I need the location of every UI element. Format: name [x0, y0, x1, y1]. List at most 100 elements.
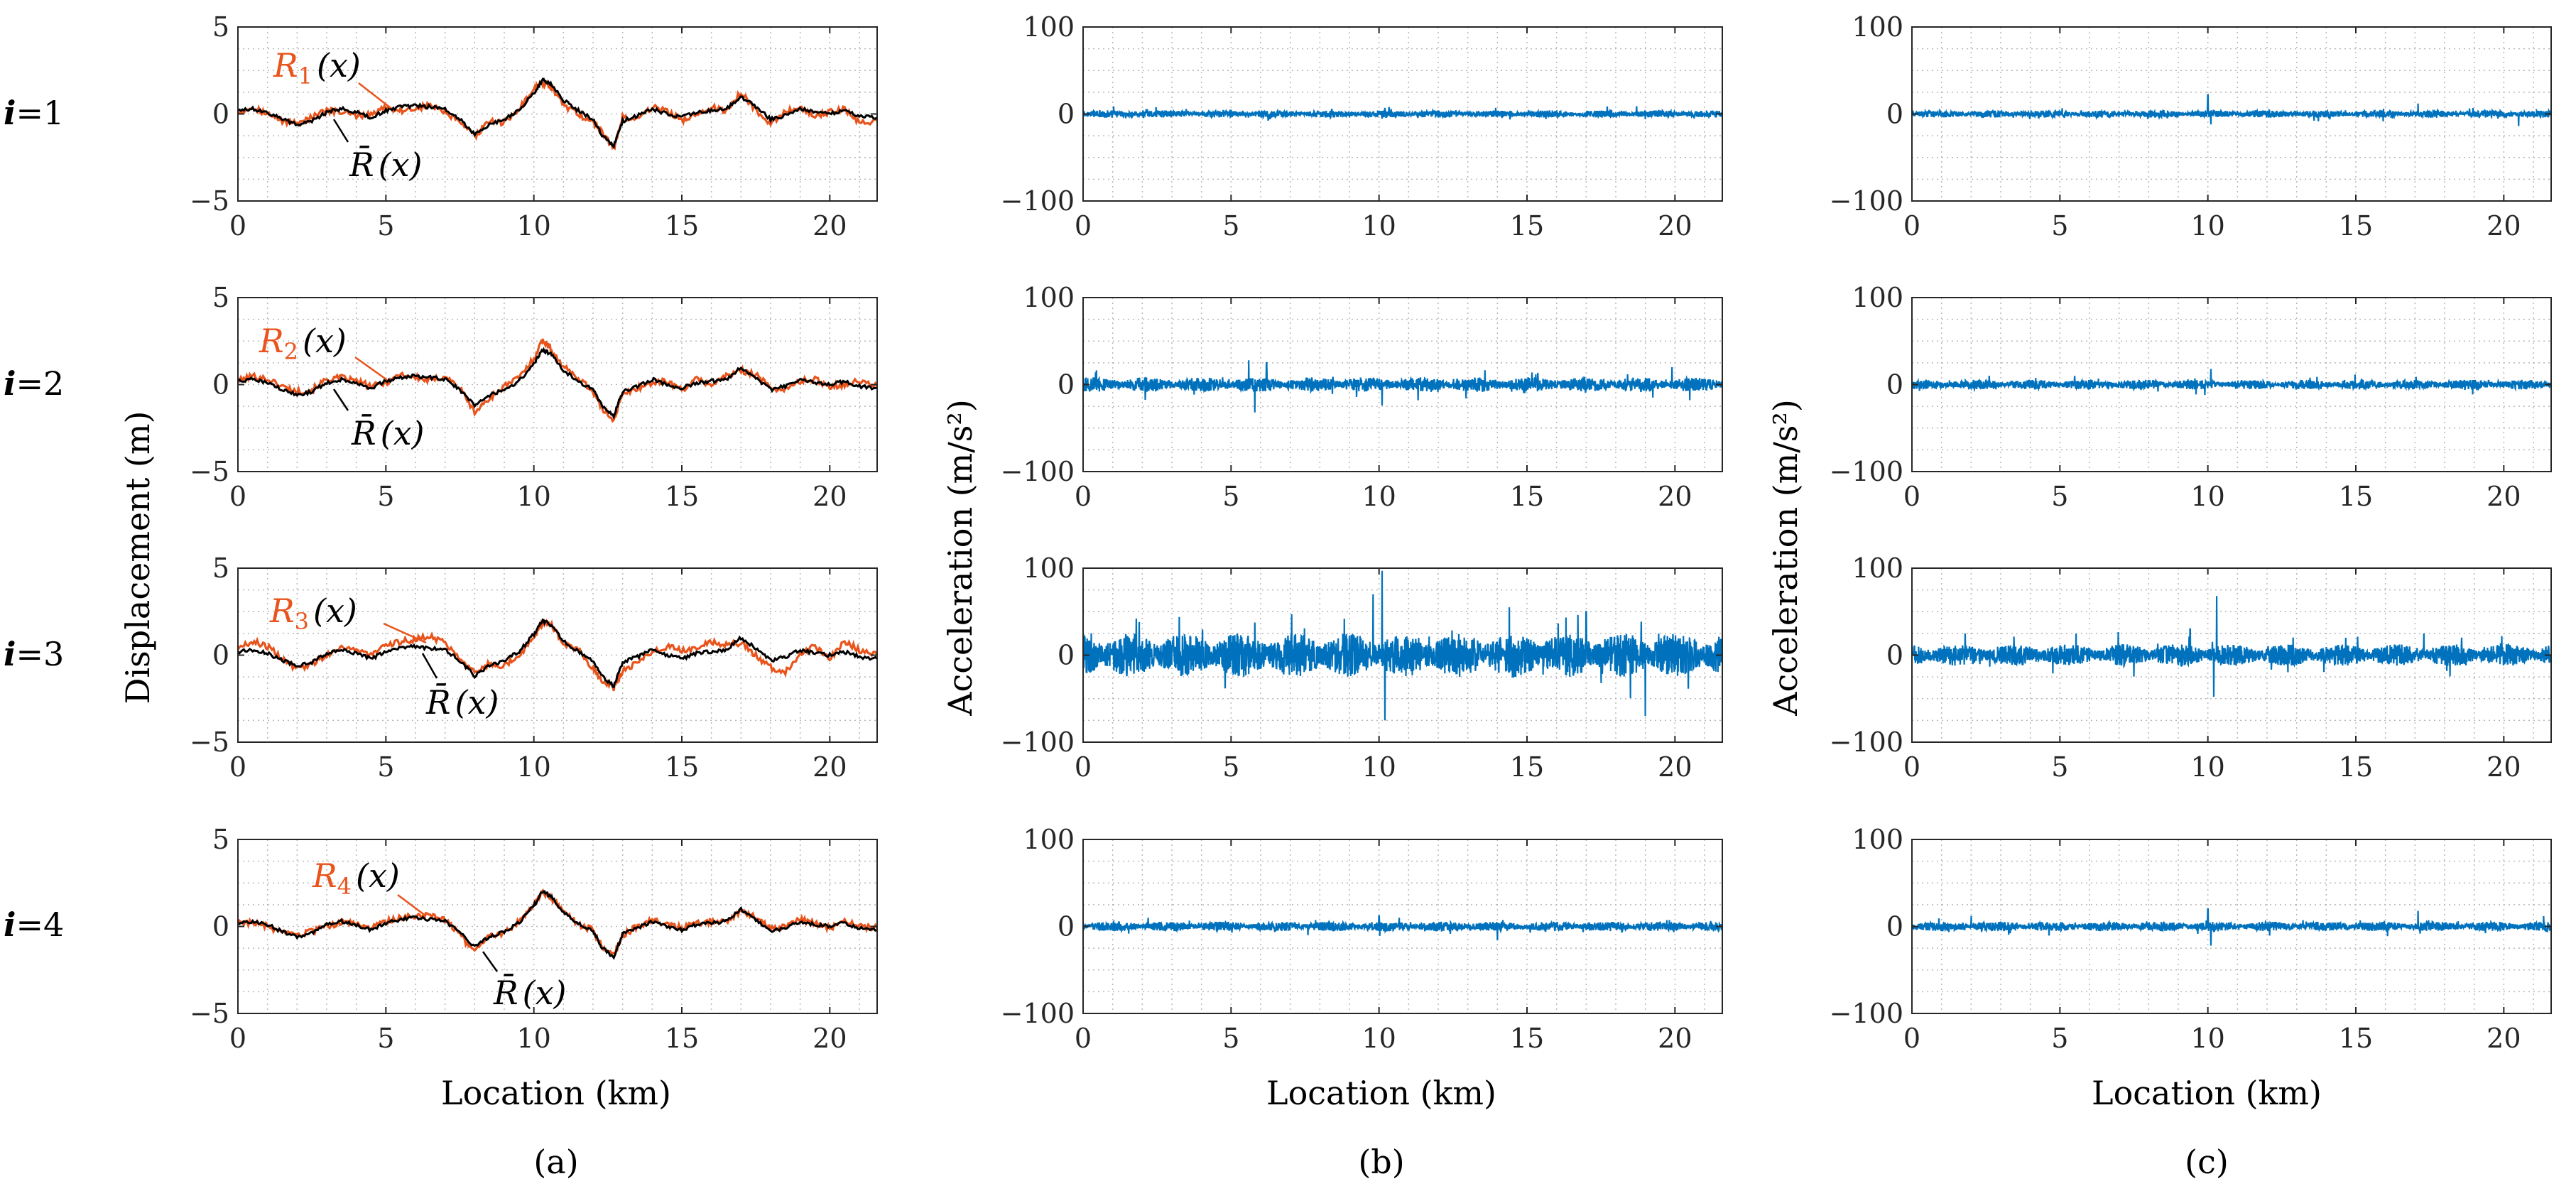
axes-a-row-4: 0 5 10 15 20−505: [190, 824, 878, 1054]
x-tick-label: 10: [2190, 210, 2224, 241]
y-tick-label: 0: [1058, 99, 1075, 130]
x-tick-label: 20: [813, 751, 847, 783]
row-labels: i=1 i=2 i=3 i=4: [4, 94, 64, 944]
annotation-rbar1: R̄ (x): [349, 145, 422, 184]
x-tick-label: 0: [1075, 1023, 1092, 1054]
grid: [1083, 839, 1722, 1013]
x-tick-label: 10: [516, 481, 550, 512]
y-tick-label: 100: [1023, 553, 1075, 584]
panel-label-c: (c): [2185, 1143, 2229, 1181]
y-tick-label: −100: [1830, 185, 1903, 217]
x-tick-label: 0: [1903, 751, 1920, 783]
x-tick-label: 15: [1510, 481, 1544, 512]
y-tick-label: 0: [1058, 640, 1075, 671]
x-tick-label: 0: [1075, 210, 1092, 241]
grid: [1912, 839, 2551, 1013]
x-tick-label: 15: [665, 1023, 699, 1054]
x-tick-label: 15: [2339, 1023, 2373, 1054]
annotation-row-1: R1 (x) R̄ (x): [273, 46, 422, 184]
row-label-4: i=4: [4, 906, 64, 944]
axes-a-row-2: 0 5 10 15 20−505: [190, 282, 878, 512]
acceleration-line: [1083, 915, 1722, 941]
x-tick-label: 5: [377, 210, 394, 241]
annotation-r4: R4 (x): [312, 856, 400, 900]
x-tick-label: 15: [1510, 751, 1544, 783]
x-tick-label: 15: [2339, 481, 2373, 512]
annotation-rbar4: R̄ (x): [493, 973, 566, 1012]
ylabel-acceleration-c: Acceleration (m/s²): [1766, 399, 1805, 717]
x-tick-label: 10: [516, 210, 550, 241]
x-tick-label: 5: [377, 481, 394, 512]
x-tick-label: 5: [1222, 1023, 1239, 1054]
annotation-rbar3: R̄ (x): [425, 682, 499, 722]
y-tick-label: −5: [190, 185, 229, 217]
y-tick-label: −100: [1830, 456, 1903, 487]
grid: [1083, 568, 1722, 742]
x-tick-label: 5: [2051, 210, 2068, 241]
grid: [238, 298, 877, 472]
x-tick-label: 20: [2487, 481, 2521, 512]
x-tick-label: 15: [1510, 210, 1544, 241]
y-tick-label: 0: [212, 99, 229, 130]
y-tick-label: 0: [212, 369, 229, 401]
annotations-a: R1 (x) R̄ (x) R2 (x) R̄ (x) R3 (x) R̄ (x) R4 (x…: [259, 46, 566, 1012]
annotation-r2: R2 (x): [259, 322, 347, 365]
y-tick-label: 100: [1852, 282, 1903, 313]
y-tick-label: 0: [1886, 369, 1903, 401]
x-tick-label: 0: [1075, 751, 1092, 783]
grid: [1083, 27, 1722, 201]
mean-line: [238, 77, 877, 149]
x-tick-label: 0: [1903, 1023, 1920, 1054]
x-tick-label: 5: [1222, 751, 1239, 783]
x-tick-label: 5: [377, 1023, 394, 1054]
acceleration-line: [1083, 106, 1722, 121]
y-tick-label: −100: [1001, 727, 1075, 758]
series-group: [1912, 908, 2551, 946]
x-tick-label: 10: [1362, 481, 1396, 512]
y-tick-label: −100: [1001, 185, 1075, 217]
x-tick-label: 10: [2190, 481, 2224, 512]
x-tick-label: 20: [2487, 1023, 2521, 1054]
y-tick-label: −100: [1830, 727, 1903, 758]
series-group: [238, 338, 877, 423]
x-tick-label: 5: [2051, 1023, 2068, 1054]
y-tick-label: 100: [1852, 824, 1903, 855]
annotation-leader-r2: [354, 356, 388, 381]
y-tick-label: 0: [1886, 99, 1903, 130]
series-group: [1912, 369, 2551, 396]
x-tick-label: 5: [2051, 481, 2068, 512]
y-tick-label: 5: [212, 824, 229, 855]
x-tick-label: 20: [1658, 751, 1692, 783]
y-tick-label: 100: [1852, 11, 1903, 43]
annotation-leader-rbar4: [482, 951, 499, 972]
y-tick-label: 5: [212, 553, 229, 584]
x-tick-label: 10: [1362, 751, 1396, 783]
x-tick-label: 15: [1510, 1023, 1544, 1054]
annotation-leader-rbar3: [421, 653, 438, 679]
y-tick-label: 0: [212, 640, 229, 671]
x-tick-label: 15: [2339, 210, 2373, 241]
grid: [238, 568, 877, 742]
annotation-row-3: R3 (x) R̄ (x): [269, 592, 499, 722]
axes-a-row-1: 0 5 10 15 20−505: [190, 11, 878, 241]
ylabel-acceleration-b: Acceleration (m/s²): [941, 399, 979, 717]
mean-line: [238, 347, 877, 420]
ylabel-displacement: Displacement (m): [119, 411, 157, 705]
mean-line: [238, 618, 877, 689]
annotation-leader-r3: [383, 622, 427, 644]
annotation-r1: R1 (x): [273, 46, 361, 89]
x-tick-label: 15: [2339, 751, 2373, 783]
x-tick-label: 15: [665, 481, 699, 512]
mean-line: [238, 890, 877, 960]
xlabel-c: Location (km): [2092, 1074, 2322, 1112]
y-tick-label: 0: [1058, 911, 1075, 942]
x-tick-label: 5: [1222, 481, 1239, 512]
acceleration-line: [1912, 369, 2551, 396]
x-tick-label: 20: [2487, 210, 2521, 241]
y-tick-label: 100: [1023, 824, 1075, 855]
